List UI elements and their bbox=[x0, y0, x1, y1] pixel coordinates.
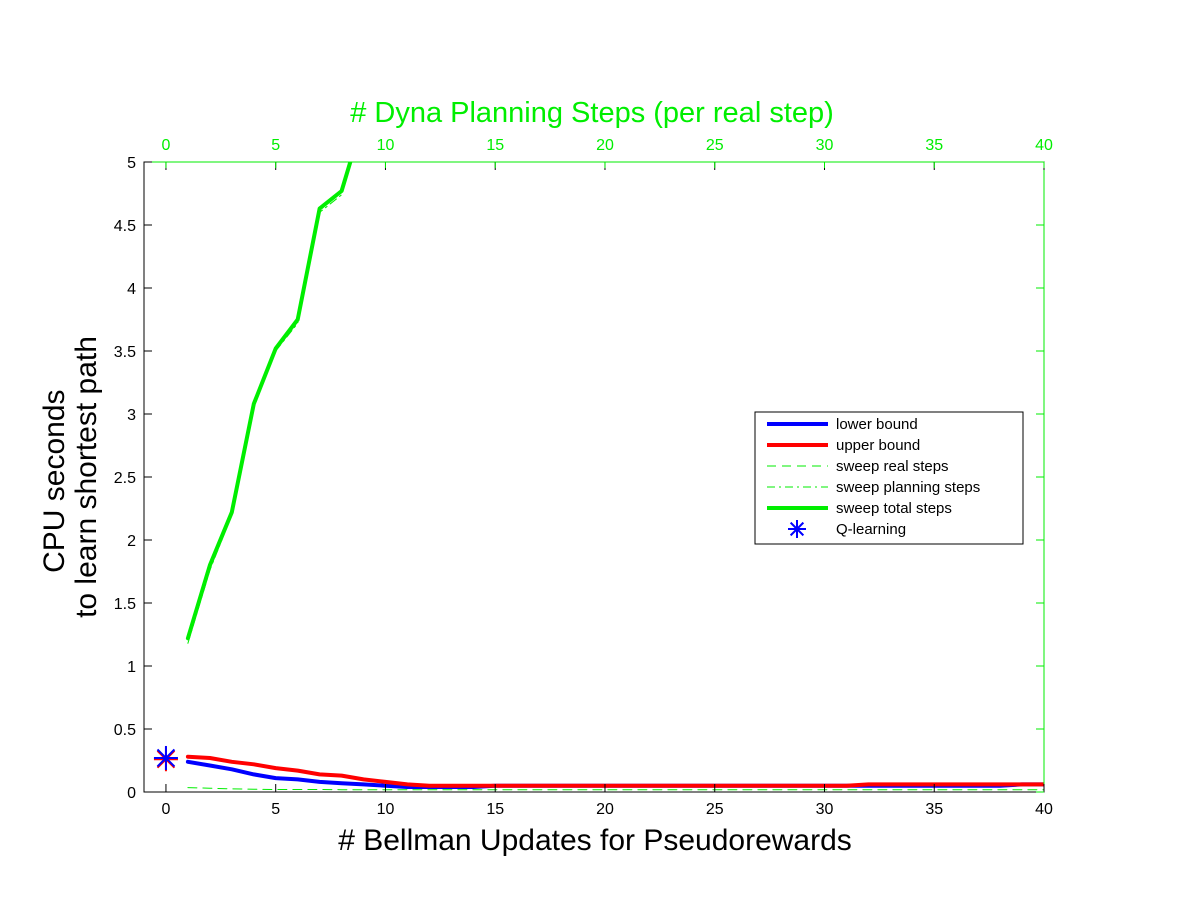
top-tick-label: 0 bbox=[161, 137, 170, 154]
top-axis-ticks: 0 5 10 15 20 25 30 35 40 bbox=[161, 137, 1053, 168]
y-axis-title: CPU seconds to learn shortest path bbox=[38, 336, 103, 618]
top-tick-label: 15 bbox=[486, 137, 504, 154]
bottom-tick-label: 0 bbox=[161, 801, 170, 818]
series-line-sweep-total-steps bbox=[185, 162, 353, 641]
left-tick-label: 0 bbox=[127, 785, 136, 802]
bottom-tick-label: 40 bbox=[1035, 801, 1053, 818]
legend-label: sweep real steps bbox=[836, 458, 949, 475]
left-tick-label: 4.5 bbox=[114, 218, 136, 235]
bottom-tick-label: 30 bbox=[816, 801, 834, 818]
legend-marker-asterisk bbox=[788, 520, 806, 538]
top-tick-label: 40 bbox=[1035, 137, 1053, 154]
top-tick-label: 5 bbox=[271, 137, 280, 154]
bottom-tick-label: 25 bbox=[706, 801, 724, 818]
left-tick-label: 4 bbox=[127, 281, 136, 298]
y-axis-title-line-2: to learn shortest path bbox=[70, 336, 103, 618]
top-tick-label: 35 bbox=[925, 137, 943, 154]
legend-entry: upper bound bbox=[767, 437, 920, 454]
left-tick-label: 1 bbox=[127, 659, 136, 676]
left-tick-label: 2.5 bbox=[114, 470, 136, 487]
top-tick-label: 10 bbox=[377, 137, 395, 154]
series-line-sweep-real-steps bbox=[187, 787, 1044, 791]
x-axis-title: # Bellman Updates for Pseudorewards bbox=[338, 824, 852, 857]
legend: lower bound upper bound sweep real steps sw… bbox=[754, 411, 1024, 545]
left-tick-label: 1.5 bbox=[114, 596, 136, 613]
legend-label: sweep total steps bbox=[836, 500, 952, 517]
top-tick-label: 20 bbox=[596, 137, 614, 154]
legend-box bbox=[754, 411, 1024, 545]
legend-label: upper bound bbox=[836, 437, 920, 454]
q-learning-marker bbox=[153, 745, 178, 770]
legend-label: sweep planning steps bbox=[836, 479, 980, 496]
top-axis-title: # Dyna Planning Steps (per real step) bbox=[350, 97, 834, 129]
legend-entry: sweep real steps bbox=[767, 458, 949, 475]
bottom-tick-label: 10 bbox=[377, 801, 395, 818]
legend-entry: sweep planning steps bbox=[767, 479, 980, 496]
left-tick-label: 5 bbox=[127, 155, 136, 172]
bottom-tick-label: 35 bbox=[925, 801, 943, 818]
left-tick-label: 0.5 bbox=[114, 722, 136, 739]
top-tick-label: 30 bbox=[816, 137, 834, 154]
bottom-tick-label: 20 bbox=[596, 801, 614, 818]
bottom-tick-label: 5 bbox=[271, 801, 280, 818]
left-axis-ticks: 0 0.5 1 1.5 2 2.5 3 3.5 4 4.5 5 bbox=[114, 155, 1044, 802]
left-tick-label: 3 bbox=[127, 407, 136, 424]
legend-entry: sweep total steps bbox=[767, 500, 952, 517]
legend-label: Q-learning bbox=[836, 521, 906, 538]
legend-label: lower bound bbox=[836, 416, 918, 433]
left-tick-label: 3.5 bbox=[114, 344, 136, 361]
series-line-upper-bound bbox=[185, 754, 1044, 788]
series-layer bbox=[153, 162, 1044, 791]
bottom-tick-label: 15 bbox=[486, 801, 504, 818]
legend-entry: Q-learning bbox=[788, 520, 906, 538]
left-tick-label: 2 bbox=[127, 533, 136, 550]
y-axis-title-line-1: CPU seconds bbox=[38, 389, 71, 572]
top-tick-label: 25 bbox=[706, 137, 724, 154]
legend-entry: lower bound bbox=[767, 416, 918, 433]
